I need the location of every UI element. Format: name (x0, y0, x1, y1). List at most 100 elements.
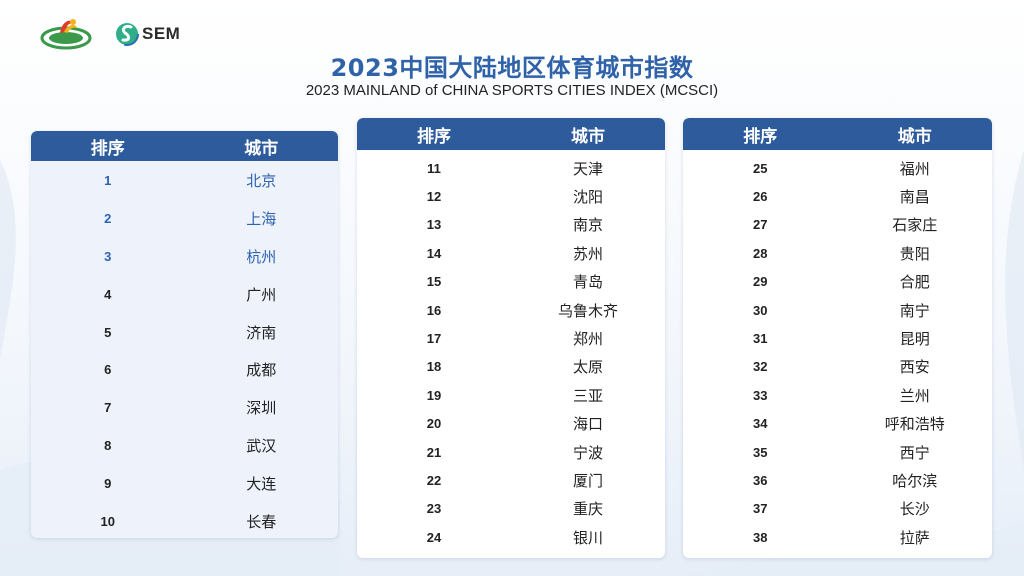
rank-cell: 25 (753, 160, 768, 176)
table-row: 36 哈尔滨 (683, 466, 992, 494)
sem-logo-text: SEM (142, 24, 181, 43)
city-cell: 郑州 (572, 330, 603, 349)
table-row: 7 深圳 (31, 389, 338, 427)
table-row: 18 太原 (357, 353, 665, 381)
table-row: 16 乌鲁木齐 (357, 296, 665, 324)
table-row: 13 南京 (357, 211, 665, 239)
city-cell: 乌鲁木齐 (557, 301, 618, 320)
city-cell: 三亚 (572, 386, 603, 405)
rank-cell: 17 (426, 331, 442, 347)
city-cell: 西宁 (899, 443, 930, 462)
rank-cell: 31 (753, 331, 768, 347)
rank-column-header: 排序 (743, 126, 778, 147)
page-title: 2023中国大陆地区体育城市指数 (330, 54, 694, 82)
city-cell: 广州 (246, 285, 277, 304)
table-rows: 1 北京 2 上海 3 杭州 4 广州 5 济南 6 成都 7 深圳 8 武汉 9 大连 10 长春 (31, 161, 338, 538)
table-row: 20 海口 (357, 410, 665, 438)
city-cell: 重庆 (572, 500, 603, 519)
rank-cell: 35 (753, 444, 768, 460)
rank-cell: 20 (426, 416, 442, 432)
rank-cell: 3 (104, 248, 112, 264)
table-header: 排序 城市 (683, 118, 992, 150)
city-cell: 拉萨 (899, 528, 930, 547)
city-cell: 长春 (246, 512, 277, 531)
city-cell: 兰州 (899, 386, 930, 405)
rank-cell: 33 (753, 387, 768, 403)
rank-cell: 8 (104, 437, 112, 453)
city-cell: 杭州 (246, 247, 277, 266)
table-row: 2 上海 (31, 200, 338, 238)
rank-cell: 23 (426, 501, 442, 517)
table-row: 32 西安 (683, 353, 992, 381)
city-cell: 南京 (572, 216, 603, 235)
city-cell: 南宁 (899, 301, 930, 320)
city-cell: 南昌 (899, 188, 930, 207)
rank-column-header: 排序 (417, 126, 451, 147)
table-row: 25 福州 (683, 154, 992, 182)
table-rows: 11 天津 12 沈阳 13 南京 14 苏州 15 青岛 16 乌鲁木齐 17 郑州 18 太原 19 三亚 20… (357, 150, 665, 551)
table-row: 1 北京 (31, 162, 338, 200)
city-cell: 合肥 (899, 273, 930, 292)
city-cell: 厦门 (572, 471, 603, 490)
rank-cell: 10 (100, 513, 115, 529)
city-cell: 海口 (572, 415, 603, 434)
city-cell: 哈尔滨 (892, 471, 938, 490)
rank-cell: 5 (104, 324, 112, 340)
city-cell: 宁波 (572, 443, 603, 462)
city-cell: 深圳 (246, 399, 277, 418)
page-subtitle: 2023 MAINLAND of CHINA SPORTS CITIES IND… (305, 82, 719, 99)
rank-cell: 15 (426, 274, 442, 290)
city-cell: 青岛 (572, 273, 603, 292)
table-row: 24 银川 (357, 523, 665, 551)
rank-cell: 12 (426, 189, 442, 205)
rank-cell: 28 (753, 245, 768, 261)
city-cell: 沈阳 (572, 188, 603, 207)
rank-cell: 19 (426, 387, 442, 403)
table-row: 34 呼和浩特 (683, 410, 992, 438)
city-cell: 银川 (572, 528, 603, 547)
rank-cell: 36 (753, 472, 768, 488)
table-row: 12 沈阳 (357, 182, 665, 210)
rank-cell: 7 (104, 400, 112, 416)
table-row: 10 长春 (31, 502, 338, 538)
table-row: 28 贵阳 (683, 239, 992, 267)
city-cell: 大连 (246, 474, 277, 493)
city-cell: 西安 (899, 358, 930, 377)
table-row: 26 南昌 (683, 182, 992, 210)
ranking-table-top10: 排序 城市 1 北京 2 上海 3 杭州 4 广州 5 济南 6 成都 7 深圳 8 武汉 9 大连 10 长春 (31, 131, 338, 538)
rank-cell: 1 (104, 173, 112, 189)
table-row: 6 成都 (31, 351, 338, 389)
rank-cell: 6 (104, 362, 112, 378)
city-cell: 苏州 (572, 244, 603, 263)
rank-cell: 11 (427, 160, 441, 176)
rank-cell: 30 (753, 302, 768, 318)
rank-cell: 21 (426, 444, 442, 460)
table-row: 11 天津 (357, 154, 665, 182)
rank-cell: 22 (426, 472, 442, 488)
table-row: 29 合肥 (683, 268, 992, 296)
table-row: 14 苏州 (357, 239, 665, 267)
city-cell: 石家庄 (892, 216, 938, 235)
city-cell: 成都 (246, 361, 277, 380)
rank-column-header: 排序 (90, 138, 125, 159)
table-row: 8 武汉 (31, 427, 338, 465)
rank-cell: 29 (753, 274, 768, 290)
table-row: 5 济南 (31, 313, 338, 351)
table-row: 30 南宁 (683, 296, 992, 324)
city-cell: 武汉 (246, 436, 277, 455)
rank-cell: 38 (753, 529, 768, 545)
rank-cell: 18 (426, 359, 442, 375)
table-row: 27 石家庄 (683, 211, 992, 239)
city-cell: 呼和浩特 (884, 415, 945, 434)
rank-cell: 26 (753, 189, 768, 205)
table-row: 17 郑州 (357, 324, 665, 352)
table-row: 23 重庆 (357, 495, 665, 523)
ranking-table-11-24: 排序 城市 11 天津 12 沈阳 13 南京 14 苏州 15 青岛 16 乌鲁木齐 17 郑州 18 太原… (357, 118, 665, 558)
city-column-header: 城市 (244, 138, 279, 159)
rank-cell: 24 (426, 529, 442, 545)
ranking-table-25-38: 排序 城市 25 福州 26 南昌 27 石家庄 28 贵阳 29 合肥 30 南宁 31 昆明 32 西安 3… (683, 118, 992, 558)
city-column-header: 城市 (571, 126, 605, 147)
table-row: 21 宁波 (357, 438, 665, 466)
rank-cell: 16 (426, 302, 442, 318)
city-cell: 天津 (572, 159, 603, 178)
